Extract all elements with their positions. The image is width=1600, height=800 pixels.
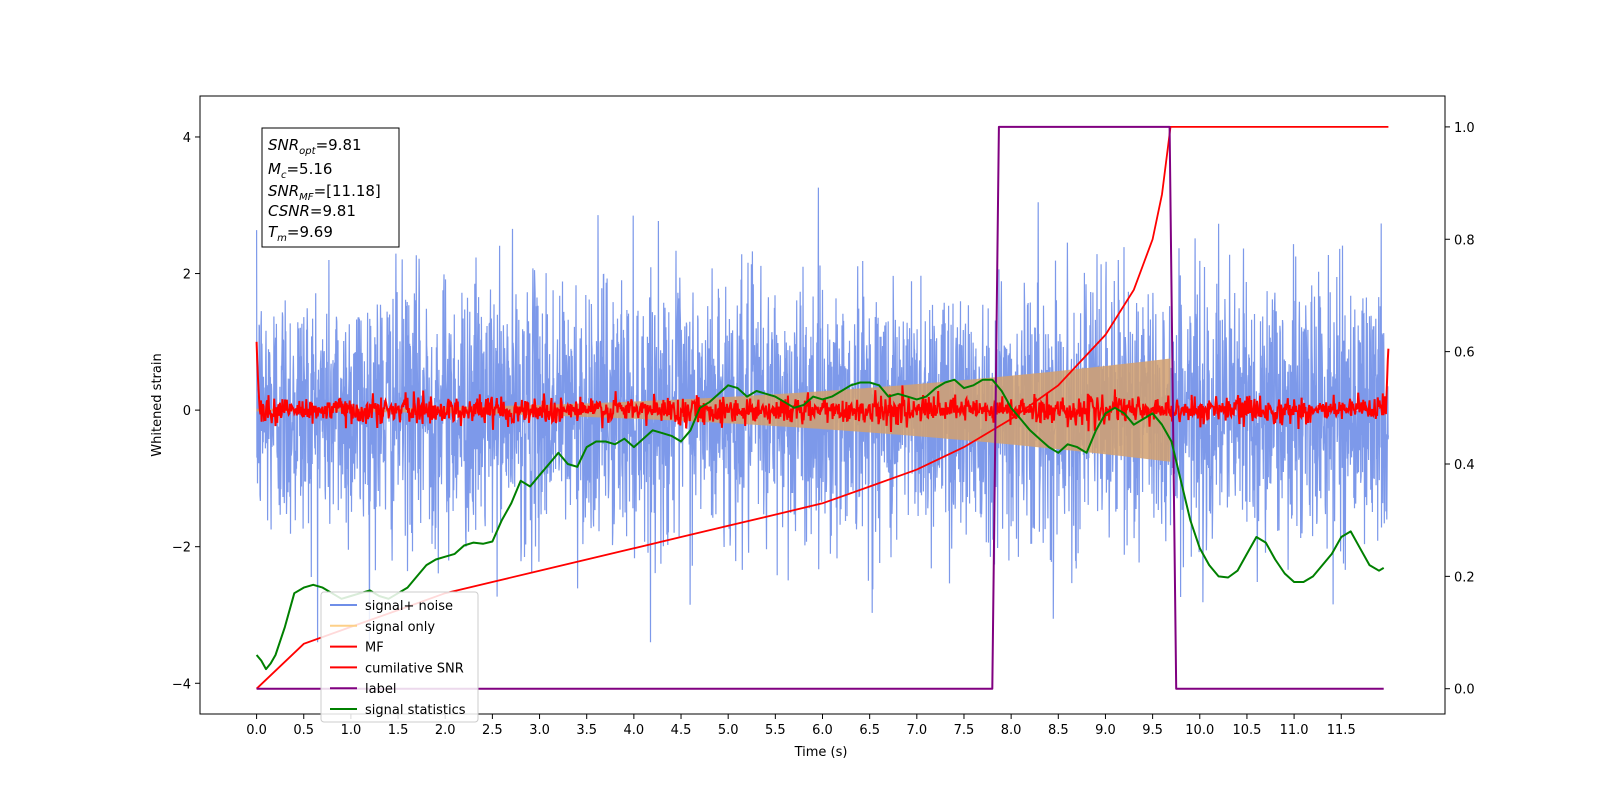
x-tick-label: 4.5 bbox=[671, 723, 692, 738]
x-tick-label: 10.5 bbox=[1232, 723, 1261, 738]
x-tick-label: 4.0 bbox=[624, 723, 645, 738]
x-tick-label: 3.0 bbox=[529, 723, 550, 738]
label-line bbox=[256, 125, 1384, 690]
x-tick-label: 7.0 bbox=[906, 723, 927, 738]
legend: signal+ noise signal only MF cumilative SNR… bbox=[320, 591, 479, 723]
y-tick-label: −4 bbox=[172, 677, 191, 692]
x-tick-label: 0.0 bbox=[246, 723, 267, 738]
signal-statistics-line bbox=[255, 378, 1385, 671]
legend-label: signal only bbox=[365, 620, 435, 635]
y2-axis-ticks: 0.0 0.2 0.4 0.6 0.8 1.0 bbox=[1445, 121, 1475, 698]
x-tick-label: 10.0 bbox=[1185, 723, 1214, 738]
x-axis-label: Time (s) bbox=[794, 745, 848, 760]
signal-plus-noise-series bbox=[256, 187, 1389, 643]
y2-tick-label: 0.4 bbox=[1454, 458, 1475, 473]
x-tick-label: 5.0 bbox=[718, 723, 739, 738]
y2-tick-label: 0.0 bbox=[1454, 683, 1475, 698]
x-tick-label: 6.0 bbox=[812, 723, 833, 738]
x-tick-label: 2.0 bbox=[435, 723, 456, 738]
annotation-snr-opt: SNRopt=9.81 bbox=[268, 136, 362, 157]
x-tick-label: 1.5 bbox=[388, 723, 409, 738]
x-tick-label: 2.5 bbox=[482, 723, 503, 738]
y-tick-label: −2 bbox=[172, 541, 191, 556]
x-tick-label: 6.5 bbox=[859, 723, 880, 738]
legend-label: signal statistics bbox=[365, 703, 466, 718]
x-tick-label: 5.5 bbox=[765, 723, 786, 738]
y-axis-ticks: −4 −2 0 2 4 bbox=[172, 131, 200, 692]
signal-plus-noise-line bbox=[256, 187, 1389, 643]
x-tick-label: 3.5 bbox=[576, 723, 597, 738]
annotation-mc: Mc=5.16 bbox=[268, 160, 332, 181]
y-tick-label: 2 bbox=[183, 268, 191, 283]
annotation-box: SNRopt=9.81 Mc=5.16 SNRMF=[11.18] CSNR=9… bbox=[261, 127, 400, 248]
x-tick-label: 8.5 bbox=[1048, 723, 1069, 738]
legend-frame bbox=[320, 591, 479, 723]
x-tick-label: 11.0 bbox=[1280, 723, 1309, 738]
x-tick-label: 9.0 bbox=[1095, 723, 1116, 738]
mf-series bbox=[255, 341, 1390, 433]
y2-tick-label: 0.6 bbox=[1454, 346, 1475, 361]
label-series bbox=[256, 125, 1384, 690]
annotation-snr-mf: SNRMF=[11.18] bbox=[268, 182, 381, 203]
y-axis-label: Whitened strain bbox=[150, 353, 165, 456]
x-tick-label: 8.0 bbox=[1001, 723, 1022, 738]
annotation-csnr: CSNR=9.81 bbox=[268, 202, 356, 220]
y-tick-label: 4 bbox=[183, 131, 191, 146]
y2-tick-label: 0.2 bbox=[1454, 570, 1475, 585]
x-tick-label: 7.5 bbox=[954, 723, 975, 738]
signal-statistics-series bbox=[255, 378, 1385, 671]
x-tick-label: 11.5 bbox=[1327, 723, 1356, 738]
y2-tick-label: 0.8 bbox=[1454, 233, 1475, 248]
legend-label: cumilative SNR bbox=[365, 661, 464, 676]
legend-label: label bbox=[365, 682, 396, 697]
x-tick-label: 0.5 bbox=[293, 723, 314, 738]
x-tick-label: 9.5 bbox=[1142, 723, 1163, 738]
y-tick-label: 0 bbox=[183, 404, 191, 419]
annotation-tm: Tm=9.69 bbox=[268, 223, 333, 244]
legend-label: MF bbox=[365, 641, 384, 656]
legend-label: signal+ noise bbox=[365, 599, 453, 614]
x-axis-ticks: 0.0 0.5 1.0 1.5 2.0 2.5 3.0 3.5 4.0 4.5 5.0 5.5 6.0 6… bbox=[246, 714, 1356, 738]
y2-tick-label: 1.0 bbox=[1454, 121, 1475, 136]
x-tick-label: 1.0 bbox=[341, 723, 362, 738]
mf-line bbox=[255, 341, 1390, 433]
